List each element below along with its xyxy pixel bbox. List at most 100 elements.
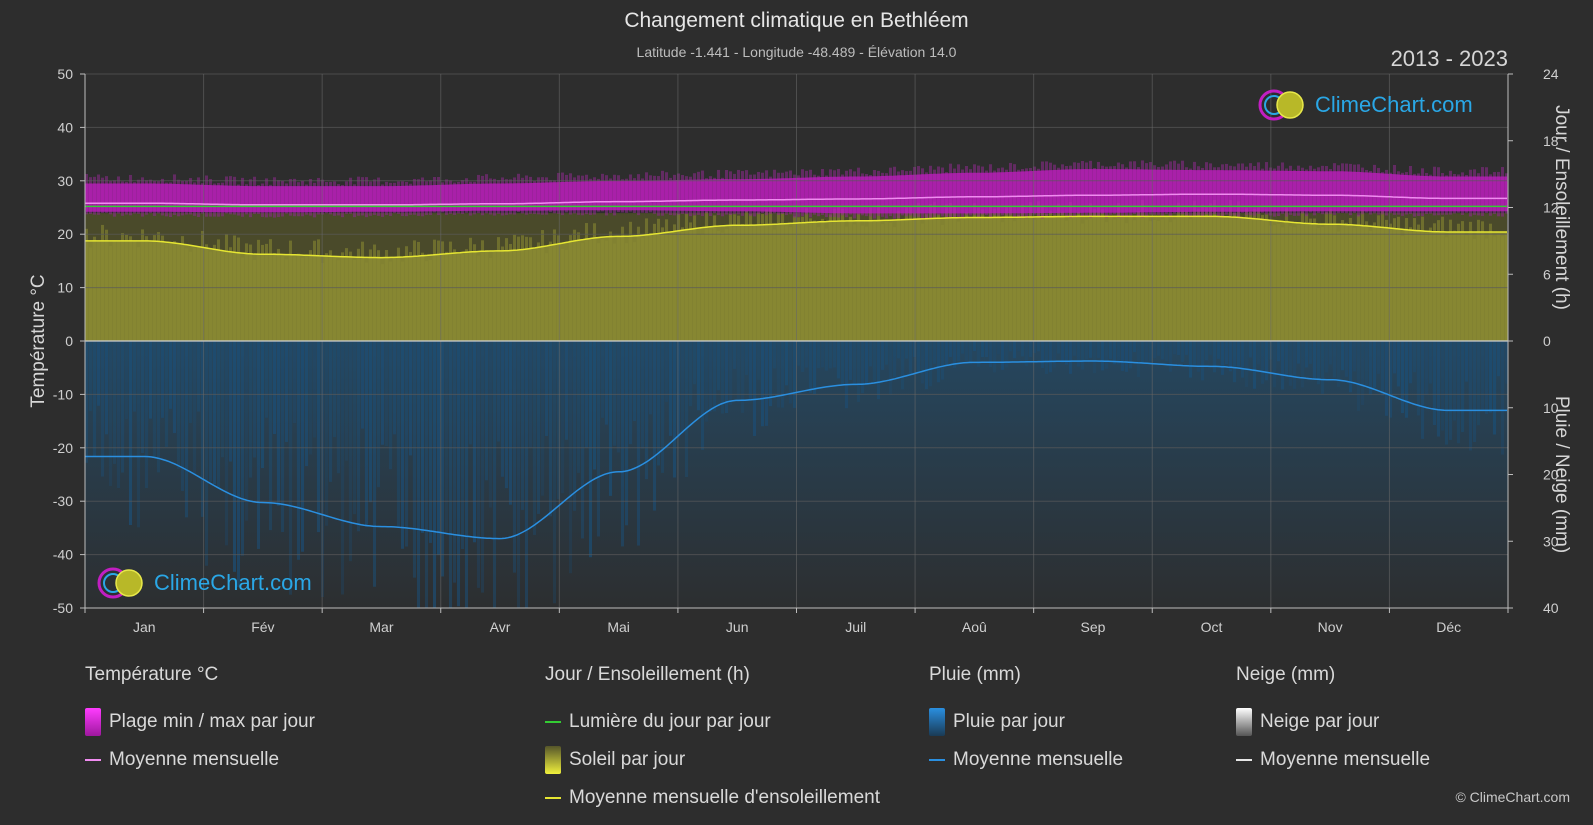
rain-day-bar — [637, 341, 640, 546]
legend-label: Moyenne mensuelle — [953, 749, 1124, 770]
rain-day-bar — [1241, 341, 1244, 378]
rain-day-bar — [513, 341, 516, 573]
rain-day-bar — [177, 341, 180, 469]
rain-day-bar — [1117, 341, 1120, 365]
rain-day-bar — [417, 341, 420, 608]
rain-day-bar — [933, 341, 936, 364]
rain-day-bar — [1317, 341, 1320, 385]
rain-day-bar — [193, 341, 196, 475]
rain-day-bar — [1485, 341, 1488, 415]
legend-sunshine: Soleil par jour — [545, 741, 880, 779]
rain-day-bar — [969, 341, 972, 365]
y3-tick-label: 20 — [1543, 467, 1559, 483]
rain-day-bar — [1393, 341, 1396, 374]
legend-label: Plage min / max par jour — [109, 711, 315, 732]
rain-day-bar — [1281, 341, 1284, 390]
rain-day-bar — [557, 341, 560, 500]
rain-day-bar — [741, 341, 744, 413]
rain-day-bar — [1121, 341, 1124, 371]
rain-day-bar — [509, 341, 512, 505]
rain-day-bar — [953, 341, 956, 368]
rain-day-bar — [313, 341, 316, 438]
rain-day-bar — [1369, 341, 1372, 395]
rain-day-bar — [1257, 341, 1260, 365]
rain-day-bar — [645, 341, 648, 480]
rain-day-bar — [721, 341, 724, 414]
rain-day-bar — [1173, 341, 1176, 355]
rain-day-bar — [105, 341, 108, 435]
rain-day-bar — [549, 341, 552, 517]
rain-day-bar — [1441, 341, 1444, 431]
rain-day-bar — [1445, 341, 1448, 445]
legend-sun-title: Jour / Ensoleillement (h) — [545, 664, 750, 685]
rain-day-bar — [373, 341, 376, 587]
rain-day-bar — [1225, 341, 1228, 365]
rain-day-bar — [957, 341, 960, 361]
rain-day-bar — [873, 341, 876, 382]
rain-day-bar — [693, 341, 696, 385]
rain-day-bar — [433, 341, 436, 608]
rain-day-bar — [761, 341, 764, 427]
y-tick-label: -30 — [53, 493, 73, 509]
rain-day-bar — [377, 341, 380, 488]
rain-day-bar — [1017, 341, 1020, 352]
rain-day-bar — [1285, 341, 1288, 377]
rain-day-bar — [689, 341, 692, 407]
rain-day-bar — [717, 341, 720, 391]
rain-day-bar — [713, 341, 716, 412]
x-tick-label: Déc — [1436, 619, 1461, 635]
copyright: © ClimeChart.com — [1455, 789, 1570, 805]
rain-day-bar — [281, 341, 284, 533]
legend-temp-range: Plage min / max par jour — [85, 703, 315, 741]
brand-logo-bottom[interactable]: ClimeChart.com — [96, 566, 312, 600]
rain-day-bar — [129, 341, 132, 526]
white-line-icon — [1236, 759, 1252, 761]
rain-day-bar — [289, 341, 292, 595]
rain-day-bar — [1189, 341, 1192, 378]
rain-day-bar — [989, 341, 992, 368]
rain-day-bar — [1489, 341, 1492, 413]
rain-day-bar — [901, 341, 904, 390]
rain-day-bar — [621, 341, 624, 547]
rain-day-bar — [345, 341, 348, 461]
legend-temp-mean: Moyenne mensuelle — [85, 741, 315, 779]
legend-sun-mean: Moyenne mensuelle d'ensoleillement — [545, 779, 880, 817]
rain-day-bar — [1217, 341, 1220, 359]
rain-day-bar — [333, 341, 336, 438]
rain-day-bar — [657, 341, 660, 466]
rain-day-bar — [1321, 341, 1324, 395]
rain-day-bar — [1405, 341, 1408, 418]
rain-day-bar — [801, 341, 804, 372]
x-tick-label: Sep — [1080, 619, 1105, 635]
x-tick-label: Oct — [1201, 619, 1223, 635]
rain-day-bar — [909, 341, 912, 376]
rain-day-bar — [1081, 341, 1084, 370]
rain-day-bar — [1385, 341, 1388, 416]
rain-day-bar — [1253, 341, 1256, 389]
rain-day-bar — [913, 341, 916, 358]
rain-day-bar — [497, 341, 500, 442]
brand-logo-top[interactable]: ClimeChart.com — [1257, 88, 1473, 122]
rain-day-bar — [593, 341, 596, 470]
rain-day-bar — [701, 341, 704, 450]
rain-day-bar — [173, 341, 176, 434]
white-gradient-swatch — [1236, 708, 1252, 736]
legend-label: Pluie par jour — [953, 711, 1065, 732]
rain-day-bar — [1465, 341, 1468, 382]
rain-day-bar — [445, 341, 448, 533]
rain-day-bar — [1493, 341, 1496, 435]
rain-day-bar — [877, 341, 880, 400]
x-tick-label: Avr — [490, 619, 511, 635]
rain-day-bar — [1013, 341, 1016, 359]
rain-day-bar — [1221, 341, 1224, 375]
rain-day-bar — [1273, 341, 1276, 388]
rain-day-bar — [597, 341, 600, 537]
rain-day-bar — [733, 341, 736, 369]
rain-day-bar — [341, 341, 344, 595]
rain-day-bar — [453, 341, 456, 583]
rain-day-bar — [1421, 341, 1424, 439]
rain-day-bar — [1413, 341, 1416, 373]
rain-day-bar — [965, 341, 968, 362]
rain-day-bar — [625, 341, 628, 526]
rain-day-bar — [1113, 341, 1116, 365]
